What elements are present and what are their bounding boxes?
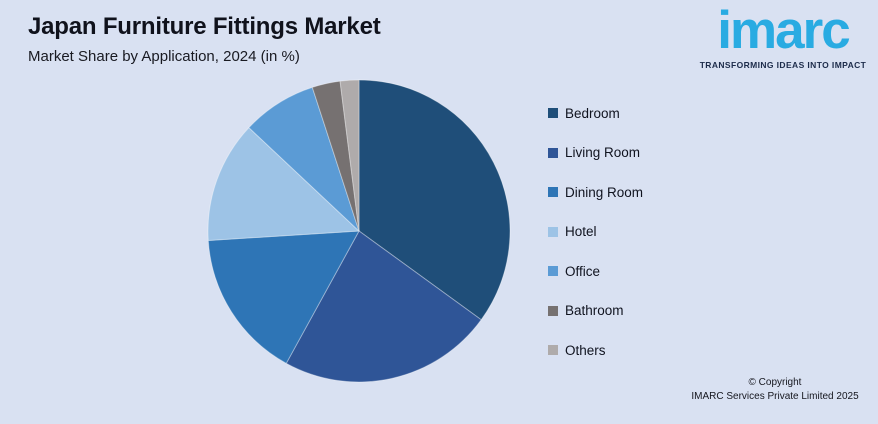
imarc-logo-tagline: TRANSFORMING IDEAS INTO IMPACT (699, 60, 867, 71)
chart-header: Japan Furniture Fittings Market Market S… (28, 13, 381, 65)
page-title: Japan Furniture Fittings Market (28, 13, 381, 40)
copyright-line1: © Copyright (748, 377, 802, 388)
page-subtitle: Market Share by Application, 2024 (in %) (28, 48, 300, 65)
pie-slice-office (248, 86, 360, 232)
legend-item-hotel: Hotel (548, 224, 643, 239)
legend-label: Bathroom (565, 303, 624, 318)
legend-swatch-others (548, 345, 558, 355)
legend-label: Dining Room (565, 184, 644, 200)
chart-legend: Bedroom Living Room Dining Room Hotel Of… (548, 106, 643, 383)
legend-item-bedroom: Bedroom (548, 105, 643, 121)
legend-label: Office (565, 263, 601, 279)
legend-label: Living Room (565, 145, 641, 160)
legend-label: Bedroom (565, 105, 620, 121)
pie-slice-dining-room (207, 230, 360, 364)
legend-swatch-dining-room (548, 187, 558, 197)
legend-swatch-office (548, 266, 558, 276)
legend-item-living-room: Living Room (548, 145, 643, 160)
legend-swatch-bathroom (548, 305, 558, 316)
pie-slice-hotel (207, 126, 361, 242)
copyright-line2: IMARC Services Private Limited 2025 (691, 391, 859, 402)
copyright-notice: © Copyright IMARC Services Private Limit… (680, 376, 870, 404)
pie-slice-living-room (285, 230, 482, 383)
legend-swatch-hotel (548, 226, 558, 237)
pie-slice-bedroom (358, 79, 511, 321)
legend-label: Hotel (565, 224, 597, 239)
legend-label: Others (565, 342, 606, 358)
pie-slice-others (339, 79, 360, 232)
legend-item-office: Office (548, 263, 643, 279)
legend-item-bathroom: Bathroom (548, 303, 643, 318)
imarc-logo: imarc TRANSFORMING IDEAS INTO IMPACT (694, 1, 872, 71)
pie-chart (207, 79, 511, 383)
legend-swatch-bedroom (548, 108, 558, 118)
legend-swatch-living-room (548, 147, 558, 158)
imarc-logo-text: imarc (717, 1, 850, 60)
pie-slice-bathroom (311, 80, 360, 232)
legend-item-others: Others (548, 342, 643, 358)
legend-item-dining-room: Dining Room (548, 184, 644, 200)
